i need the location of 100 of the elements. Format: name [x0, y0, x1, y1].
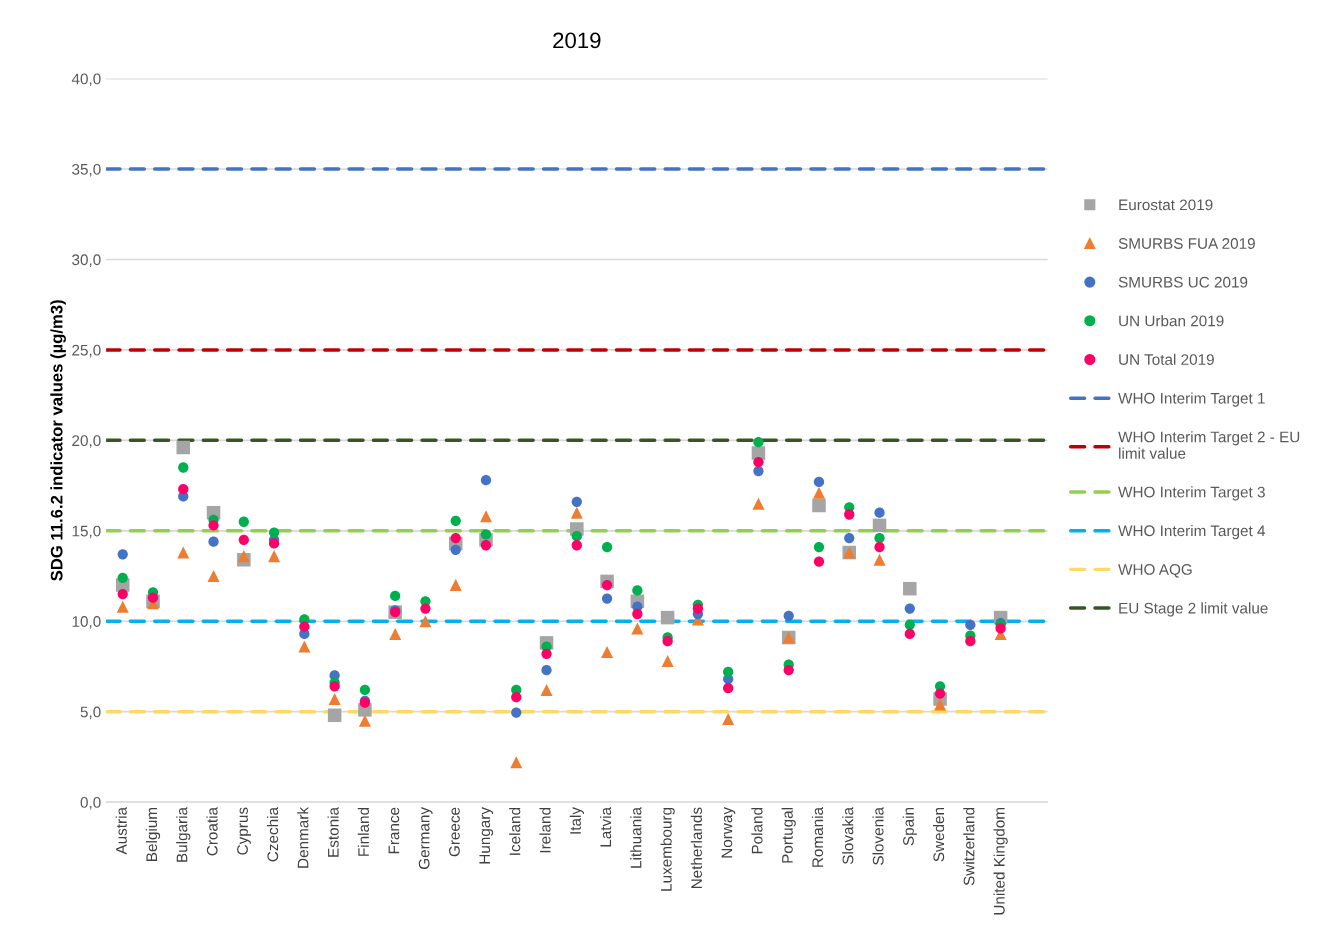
y-axis-title: SDG 11.6.2 indicator values (µg/m3): [50, 300, 66, 581]
x-tick-label: Netherlands: [690, 807, 702, 889]
x-tick-label: Germany: [418, 806, 433, 870]
legend-label: WHO Interim Target 3: [1118, 486, 1265, 501]
point: [178, 484, 189, 495]
x-tick-label: Greece: [449, 807, 460, 857]
x-tick-label: Denmark: [297, 806, 309, 868]
point: [660, 610, 675, 625]
point: [480, 529, 492, 540]
point: [965, 635, 976, 647]
point: [450, 532, 461, 544]
point: [208, 520, 219, 531]
point: [812, 486, 825, 499]
x-tick-label: Switzerland: [963, 807, 975, 886]
point: [176, 440, 191, 455]
point: [541, 648, 552, 659]
point: [722, 712, 735, 725]
point: [783, 610, 794, 621]
point: [327, 708, 342, 723]
point: [965, 619, 976, 630]
point: [813, 541, 825, 553]
point: [874, 532, 885, 544]
x-tick-label: Belgium: [145, 807, 161, 861]
point: [117, 549, 128, 560]
legend-label: SMURBS FUA 2019: [1118, 238, 1255, 249]
point: [662, 635, 673, 647]
point: [268, 527, 280, 538]
point: [813, 476, 825, 488]
x-tick-label: Cyprus: [237, 807, 251, 855]
point: [450, 515, 461, 526]
y-tick-label: 40,0: [71, 73, 101, 87]
legend-label: UN Total 2019: [1119, 353, 1214, 365]
x-tick-label: United Kingdom: [993, 807, 1008, 915]
x-tick-label: Portugal: [781, 807, 796, 863]
x-tick-label: Romania: [811, 806, 824, 867]
point: [601, 593, 613, 604]
point: [874, 507, 885, 518]
point: [753, 456, 764, 468]
x-tick-label: Norway: [721, 807, 736, 858]
point: [419, 615, 432, 628]
x-tick-label: France: [388, 807, 400, 854]
point: [570, 506, 583, 519]
point: [601, 579, 613, 591]
y-tick-label: 15,0: [72, 525, 101, 539]
x-tick-label: Italy: [569, 807, 584, 834]
legend-label: EU Stage 2 limit value: [1119, 602, 1268, 617]
point: [541, 664, 552, 676]
x-tick-label: Slovakia: [842, 806, 854, 865]
point: [812, 498, 826, 513]
point: [571, 496, 582, 507]
point: [872, 518, 887, 533]
point: [904, 628, 915, 640]
y-tick-label: 20,0: [72, 435, 101, 448]
x-tick-label: Iceland: [509, 807, 521, 855]
point: [268, 550, 281, 563]
y-tick-label: 5,0: [80, 706, 101, 720]
point: [389, 627, 402, 640]
point: [692, 603, 704, 614]
point: [904, 619, 915, 630]
point: [632, 585, 643, 596]
legend-label: WHO AQG: [1118, 564, 1192, 578]
point: [601, 645, 614, 658]
point: [723, 666, 734, 678]
point: [480, 540, 492, 551]
point: [479, 510, 493, 523]
point: [813, 556, 825, 567]
chart-title: 2019: [553, 32, 601, 49]
point: [511, 707, 522, 718]
x-tick-label: Austria: [115, 806, 127, 855]
y-tick-label: 35,0: [72, 163, 101, 177]
point: [147, 592, 159, 603]
point: [178, 462, 189, 473]
point: [844, 509, 855, 520]
point: [934, 688, 946, 699]
point: [571, 540, 582, 551]
point: [934, 698, 947, 711]
point: [117, 572, 128, 583]
point: [116, 600, 129, 613]
point: [329, 681, 340, 692]
x-tick-label: Czechia: [266, 806, 279, 862]
point: [571, 531, 582, 542]
point: [844, 532, 855, 544]
point: [874, 541, 885, 553]
legend-label: UN Urban 2019: [1119, 315, 1224, 327]
legend-label: SMURBS UC 2019: [1118, 276, 1248, 288]
x-tick-label: Latvia: [599, 806, 612, 847]
point: [298, 640, 311, 653]
point: [752, 497, 765, 510]
point: [358, 714, 371, 727]
y-tick-label: 0,0: [80, 796, 101, 810]
x-tick-label: Spain: [902, 807, 917, 846]
point: [268, 538, 280, 549]
point: [753, 465, 764, 477]
point: [237, 550, 250, 563]
x-tick-label: Luxembourg: [660, 807, 675, 891]
point: [117, 588, 128, 600]
point: [873, 553, 886, 566]
point: [903, 581, 917, 596]
x-tick-label: Poland: [751, 807, 763, 854]
point: [177, 546, 190, 559]
